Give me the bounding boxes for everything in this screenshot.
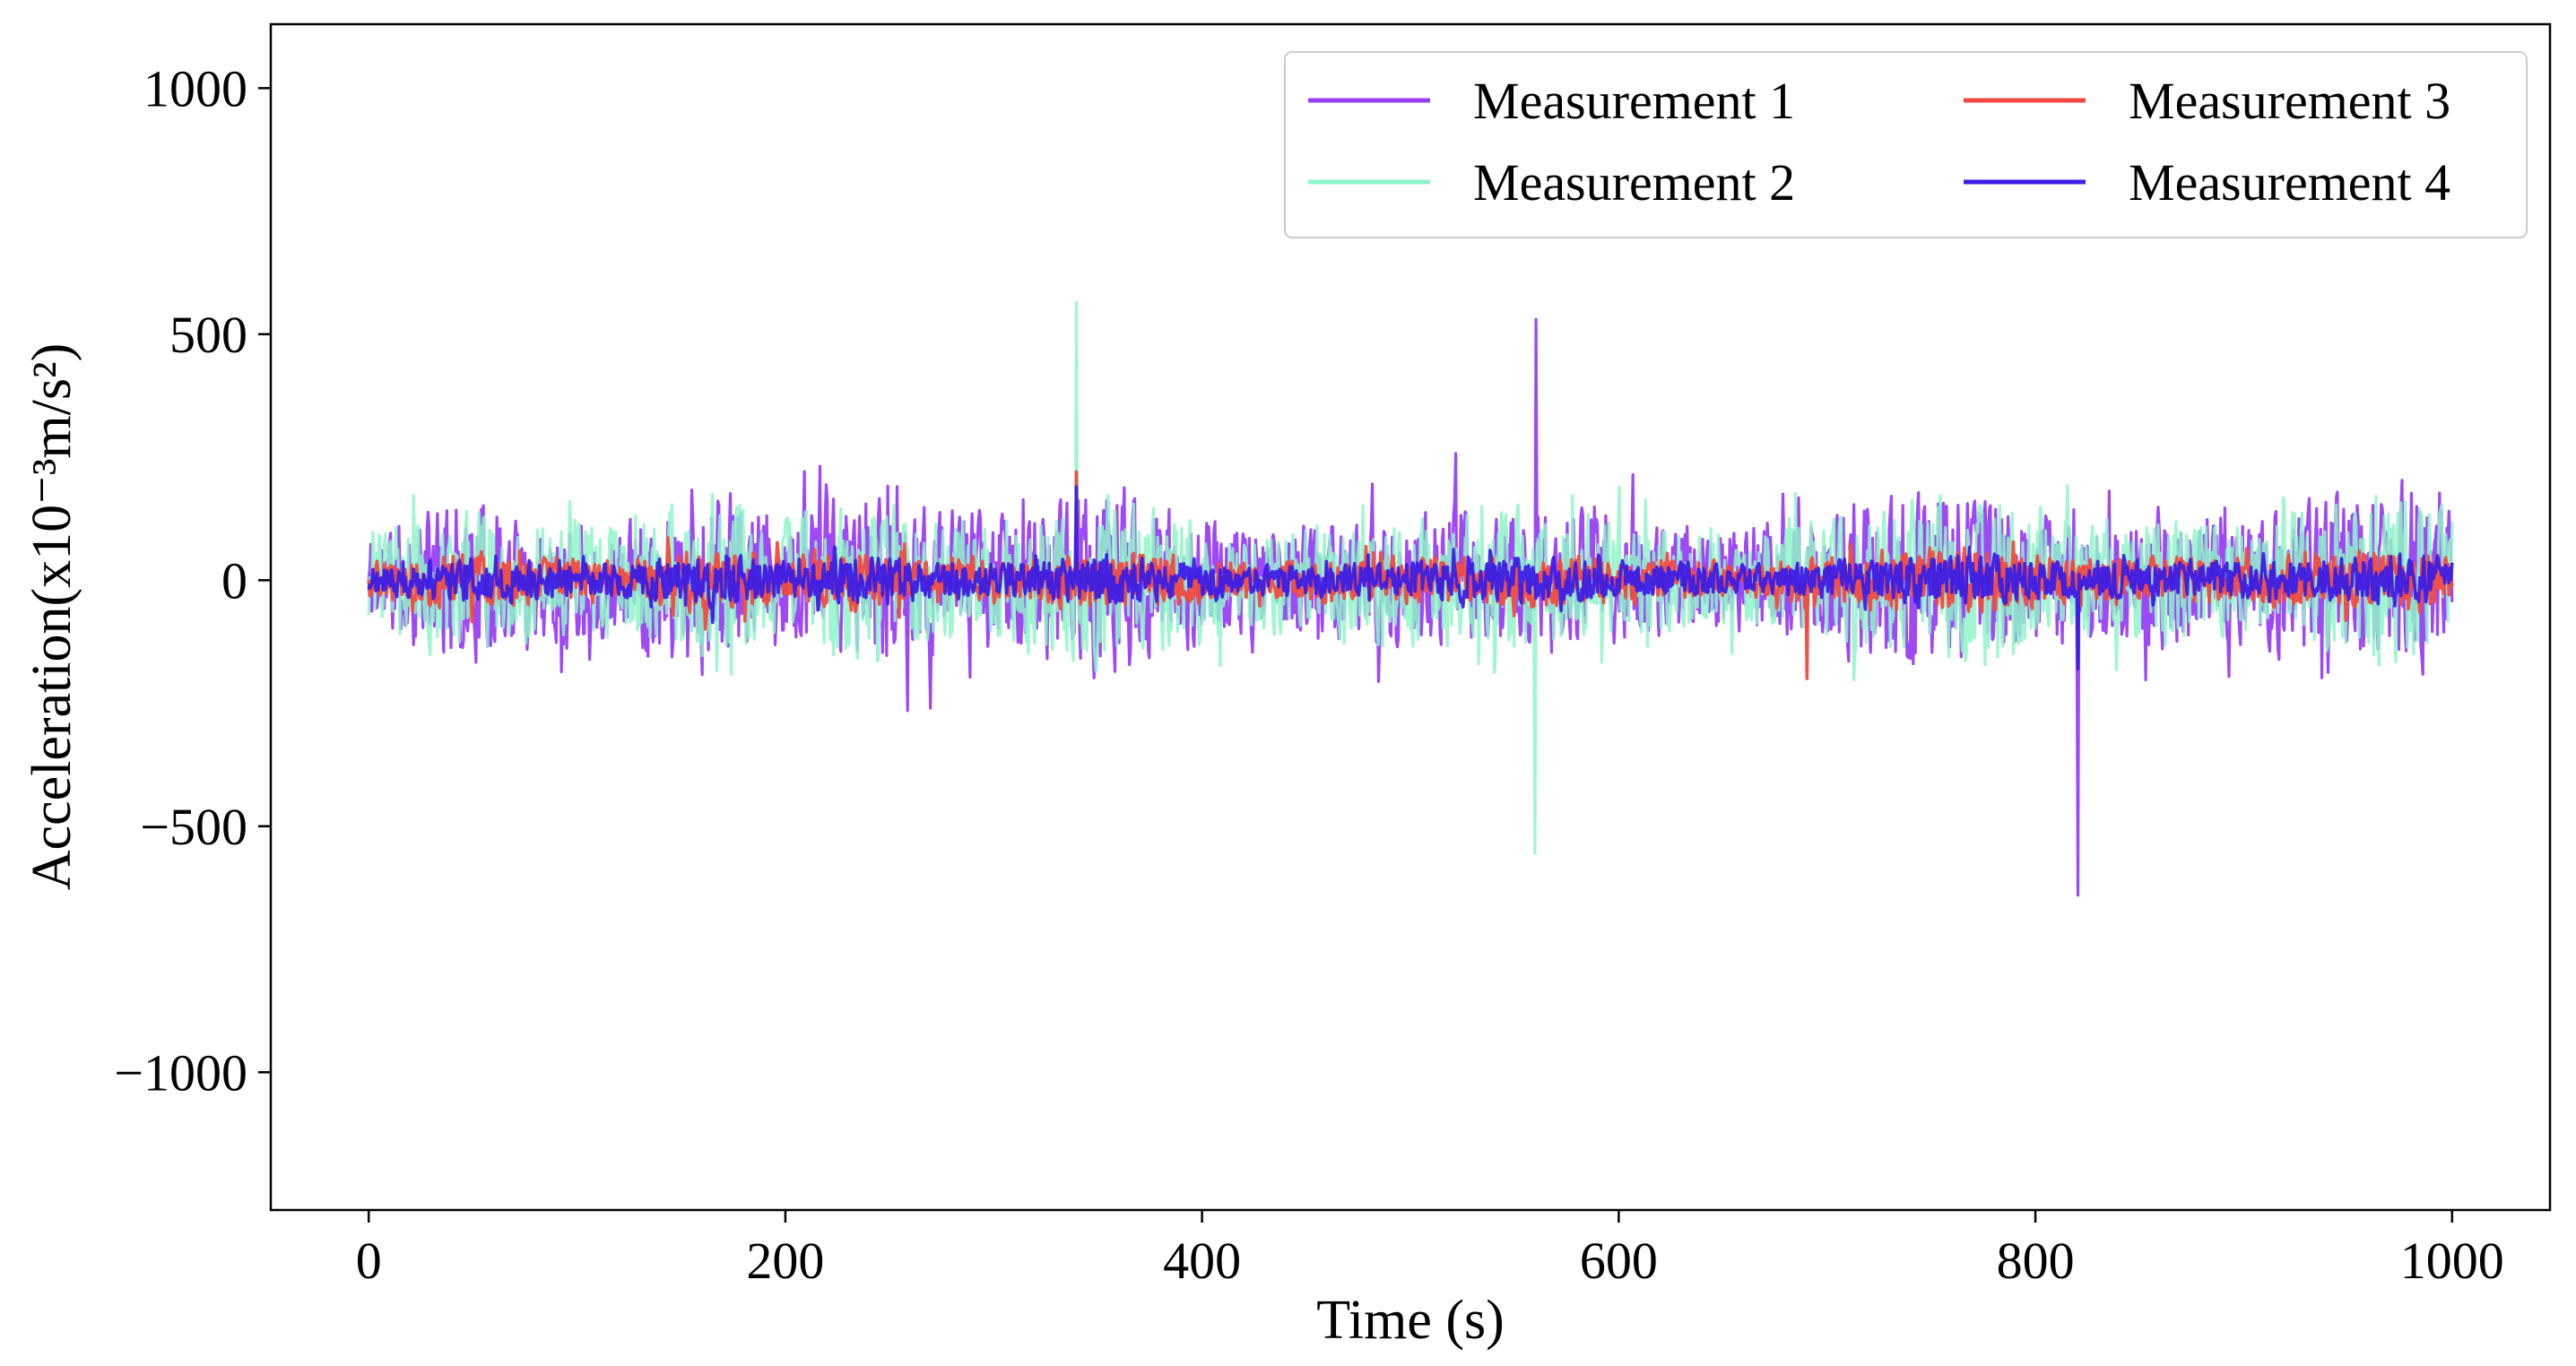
- series-line-measurement-2: [367, 300, 2454, 855]
- y-tick-label: 500: [169, 306, 247, 364]
- legend-label: Measurement 1: [1473, 72, 1795, 130]
- x-tick-label: 400: [1163, 1232, 1241, 1290]
- legend-box: [1284, 51, 2528, 238]
- series-line-measurement-4: [367, 485, 2454, 670]
- x-tick-label: 200: [746, 1232, 824, 1290]
- legend: Measurement 1 Measurement 2 Measurement 3 M…: [1284, 51, 2528, 238]
- plot-frame: [269, 22, 2552, 1212]
- x-axis-title: Time (s): [1316, 1290, 1505, 1351]
- x-axis: 0 200 400 600 800 1000: [356, 1210, 2504, 1290]
- legend-label: Measurement 3: [2129, 72, 2450, 130]
- x-tick-label: 800: [1997, 1232, 2075, 1290]
- legend-label: Measurement 4: [2129, 153, 2450, 212]
- y-axis: −1000 −500 0 500 1000: [114, 59, 271, 1102]
- x-tick-label: 1000: [2400, 1232, 2504, 1290]
- x-tick-label: 600: [1580, 1232, 1658, 1290]
- y-tick-label: −500: [140, 798, 247, 856]
- y-axis-title: Acceleration(x10⁻³m/s²): [22, 343, 82, 890]
- series-layer: [367, 300, 2454, 897]
- y-tick-label: 0: [221, 551, 247, 610]
- legend-label: Measurement 2: [1473, 153, 1795, 212]
- x-tick-label: 0: [356, 1232, 382, 1290]
- y-tick-label: 1000: [143, 59, 247, 117]
- y-tick-label: −1000: [114, 1043, 247, 1102]
